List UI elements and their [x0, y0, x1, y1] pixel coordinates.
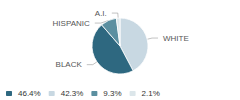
svg-text:WHITE: WHITE	[163, 34, 189, 43]
svg-text:HISPANIC: HISPANIC	[53, 19, 90, 28]
svg-text:42.3%: 42.3%	[61, 89, 84, 98]
svg-text:2.1%: 2.1%	[142, 89, 160, 98]
svg-text:A.I.: A.I.	[95, 9, 107, 18]
svg-text:BLACK: BLACK	[56, 60, 83, 69]
svg-text:46.4%: 46.4%	[18, 89, 41, 98]
svg-text:9.3%: 9.3%	[103, 89, 121, 98]
